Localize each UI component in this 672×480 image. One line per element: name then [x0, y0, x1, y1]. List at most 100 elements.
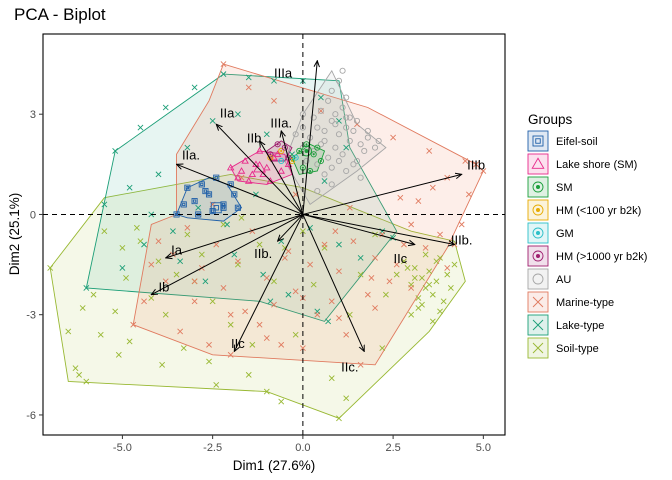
vector-iiib	[302, 174, 462, 215]
point-soil-type	[79, 305, 86, 311]
point-soil-type	[444, 271, 451, 278]
point-marine-type	[141, 298, 147, 305]
point-soil-type	[433, 278, 440, 285]
point-au	[332, 144, 339, 151]
vector-iiib-dot	[302, 213, 455, 244]
point-au	[346, 114, 353, 121]
point-soil-type	[372, 231, 378, 238]
point-marine-type	[444, 264, 451, 271]
point-soil-type	[126, 338, 133, 345]
point-lake-type	[220, 71, 227, 78]
point-marine-type	[307, 261, 314, 268]
point-au	[314, 124, 321, 131]
point-sm	[317, 157, 324, 165]
point-marine-type	[332, 228, 339, 235]
point-lake-type	[357, 254, 364, 261]
point-marine-type	[321, 241, 328, 248]
point-marine-type	[234, 258, 241, 265]
vector-iib-dot	[278, 214, 304, 241]
point-eifel-soil	[231, 191, 238, 198]
point-marine-type	[227, 311, 234, 318]
point-soil-type	[155, 258, 162, 265]
point-au	[328, 87, 335, 94]
legend-marker-sm	[532, 181, 544, 193]
point-soil-type	[437, 308, 443, 315]
point-marine-type	[130, 321, 137, 328]
point-au	[339, 151, 346, 158]
point-marine-type	[177, 328, 184, 335]
y-axis-title: Dim2 (25.1%)	[7, 193, 22, 276]
point-soil-type	[263, 388, 270, 395]
point-soil-type	[173, 271, 180, 278]
legend-label: Eifel-soil	[556, 136, 598, 148]
point-lake-type	[141, 241, 147, 248]
point-soil-type	[133, 224, 140, 231]
point-soil-type	[72, 365, 79, 372]
point-soil-type	[115, 351, 122, 358]
legend-label: HM (<100 yr b2k)	[556, 205, 641, 217]
point-marine-type	[343, 331, 350, 338]
legend-marker-au	[532, 273, 544, 285]
point-au	[372, 144, 379, 151]
hull-lake-type	[85, 73, 398, 322]
point-soil-type	[401, 258, 407, 265]
point-soil-type	[328, 375, 335, 382]
point-soil-type	[159, 361, 166, 368]
vector-label-iic: IIc	[393, 251, 407, 266]
point-soil-type	[415, 295, 422, 301]
point-marine-type	[372, 305, 378, 311]
legend-title: Groups	[528, 112, 573, 127]
point-lake-type	[325, 318, 332, 325]
point-lake-shore-sm	[270, 153, 278, 161]
y-tick-label: -3	[26, 310, 36, 322]
point-au	[317, 141, 324, 148]
vector-label-iib: IIb	[247, 131, 261, 146]
legend-item-sm: SM	[527, 176, 573, 198]
point-soil-type	[429, 318, 436, 325]
point-marine-type	[155, 238, 162, 245]
point-marine-type	[386, 278, 393, 285]
point-marine-type	[429, 184, 436, 191]
point-au	[339, 67, 346, 74]
centroid-eifel-soil	[210, 202, 222, 214]
centroid-sm	[301, 145, 312, 157]
plot-border	[42, 33, 506, 436]
point-marine-type	[393, 261, 400, 268]
point-marine-type	[408, 221, 415, 228]
point-au	[321, 127, 328, 134]
point-sm	[307, 167, 314, 175]
point-marine-type	[220, 61, 227, 67]
point-soil-type	[310, 281, 317, 288]
point-marine-type	[227, 351, 234, 358]
point-au	[350, 161, 357, 168]
point-marine-type	[462, 158, 469, 164]
point-marine-type	[372, 254, 378, 261]
point-au	[328, 164, 335, 171]
y-tick-label: 0	[30, 209, 36, 221]
point-lake-shore-sm	[263, 163, 271, 171]
point-au	[357, 141, 364, 148]
vector-iic	[234, 214, 304, 351]
point-lake-type	[336, 241, 342, 248]
point-soil-type	[433, 258, 440, 265]
point-marine-type	[292, 288, 299, 295]
point-eifel-soil	[198, 181, 205, 188]
point-au	[343, 167, 350, 175]
point-soil-type	[336, 415, 342, 422]
point-au	[343, 124, 350, 131]
vector-ia	[166, 213, 304, 257]
point-marine-type	[238, 174, 245, 181]
point-au	[325, 97, 332, 104]
point-lake-shore-sm	[266, 177, 275, 184]
point-au	[310, 114, 317, 121]
point-lake-type	[271, 77, 277, 84]
legend-item-au: AU	[527, 268, 571, 290]
point-au	[314, 161, 321, 168]
point-marine-type	[397, 194, 404, 201]
legend-key	[527, 153, 549, 175]
point-au	[303, 157, 310, 165]
vector-label-iia: IIa	[220, 106, 235, 121]
point-soil-type	[419, 301, 425, 308]
legend-marker-hm-1000-yr-b2k	[532, 250, 544, 262]
